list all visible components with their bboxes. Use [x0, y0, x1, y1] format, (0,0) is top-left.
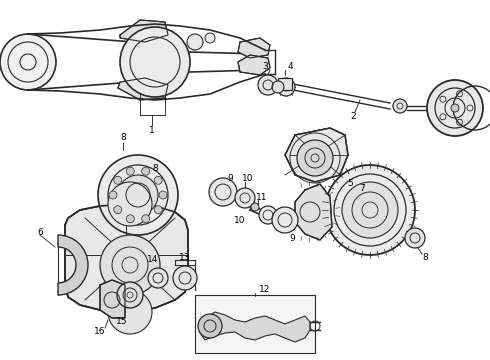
Text: 9: 9 — [289, 234, 295, 243]
Text: 12: 12 — [259, 285, 270, 294]
Circle shape — [297, 140, 333, 176]
Text: 10: 10 — [242, 174, 254, 183]
Text: 15: 15 — [116, 318, 128, 327]
Circle shape — [100, 235, 160, 295]
Polygon shape — [200, 312, 310, 342]
Circle shape — [258, 75, 278, 95]
Text: 2: 2 — [350, 112, 356, 121]
Text: 7: 7 — [359, 184, 365, 193]
Text: 9: 9 — [227, 174, 233, 183]
Polygon shape — [285, 128, 348, 182]
Polygon shape — [238, 38, 270, 58]
Circle shape — [198, 314, 222, 338]
Polygon shape — [118, 78, 168, 100]
Text: 8: 8 — [120, 132, 126, 141]
Text: 8: 8 — [422, 252, 428, 261]
Circle shape — [114, 206, 122, 214]
Text: 14: 14 — [147, 255, 159, 264]
Bar — [278, 78, 292, 90]
Text: 10: 10 — [234, 216, 246, 225]
Text: 6: 6 — [37, 228, 43, 237]
Text: 5: 5 — [347, 179, 353, 188]
Circle shape — [393, 99, 407, 113]
Circle shape — [235, 188, 255, 208]
Circle shape — [108, 182, 152, 226]
Circle shape — [325, 165, 415, 255]
Circle shape — [142, 167, 150, 175]
Circle shape — [154, 206, 162, 214]
Circle shape — [277, 78, 295, 96]
Text: 8: 8 — [152, 163, 158, 172]
Polygon shape — [100, 280, 125, 318]
Polygon shape — [65, 204, 188, 312]
Circle shape — [118, 175, 158, 215]
Circle shape — [427, 80, 483, 136]
Text: 1: 1 — [149, 126, 155, 135]
Circle shape — [342, 182, 398, 238]
Circle shape — [126, 215, 134, 223]
Polygon shape — [295, 184, 332, 240]
Text: 4: 4 — [287, 62, 293, 71]
Circle shape — [98, 155, 178, 235]
Circle shape — [251, 203, 259, 211]
Circle shape — [173, 266, 197, 290]
Circle shape — [109, 191, 117, 199]
Circle shape — [108, 290, 152, 334]
Circle shape — [259, 206, 277, 224]
Text: 13: 13 — [179, 253, 191, 262]
Text: 16: 16 — [94, 328, 106, 337]
Circle shape — [126, 167, 134, 175]
Circle shape — [159, 191, 167, 199]
Wedge shape — [58, 235, 88, 295]
Circle shape — [114, 176, 122, 184]
Circle shape — [205, 33, 215, 43]
Circle shape — [0, 34, 56, 90]
Circle shape — [117, 282, 143, 308]
Circle shape — [272, 81, 284, 93]
Circle shape — [120, 27, 190, 97]
Circle shape — [148, 268, 168, 288]
Circle shape — [451, 104, 459, 112]
Circle shape — [187, 34, 203, 50]
Circle shape — [142, 215, 150, 223]
Polygon shape — [120, 20, 168, 42]
Text: 11: 11 — [256, 193, 268, 202]
Circle shape — [272, 207, 298, 233]
Circle shape — [405, 228, 425, 248]
Text: 3: 3 — [262, 62, 268, 71]
Circle shape — [209, 178, 237, 206]
Bar — [195, 295, 315, 353]
Polygon shape — [238, 55, 270, 75]
Circle shape — [154, 176, 162, 184]
